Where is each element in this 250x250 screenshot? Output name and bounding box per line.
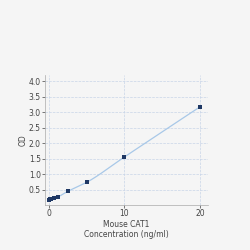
Point: [47, 198, 51, 202]
Point: [49, 197, 53, 201]
Point: [66, 190, 70, 194]
X-axis label: Mouse CAT1
Concentration (ng/ml): Mouse CAT1 Concentration (ng/ml): [84, 220, 168, 239]
Point: [198, 105, 202, 109]
Point: [52, 196, 56, 200]
Point: [56, 195, 60, 199]
Point: [84, 180, 88, 184]
Y-axis label: OD: OD: [18, 134, 27, 146]
Point: [48, 197, 52, 201]
Point: [122, 155, 126, 159]
